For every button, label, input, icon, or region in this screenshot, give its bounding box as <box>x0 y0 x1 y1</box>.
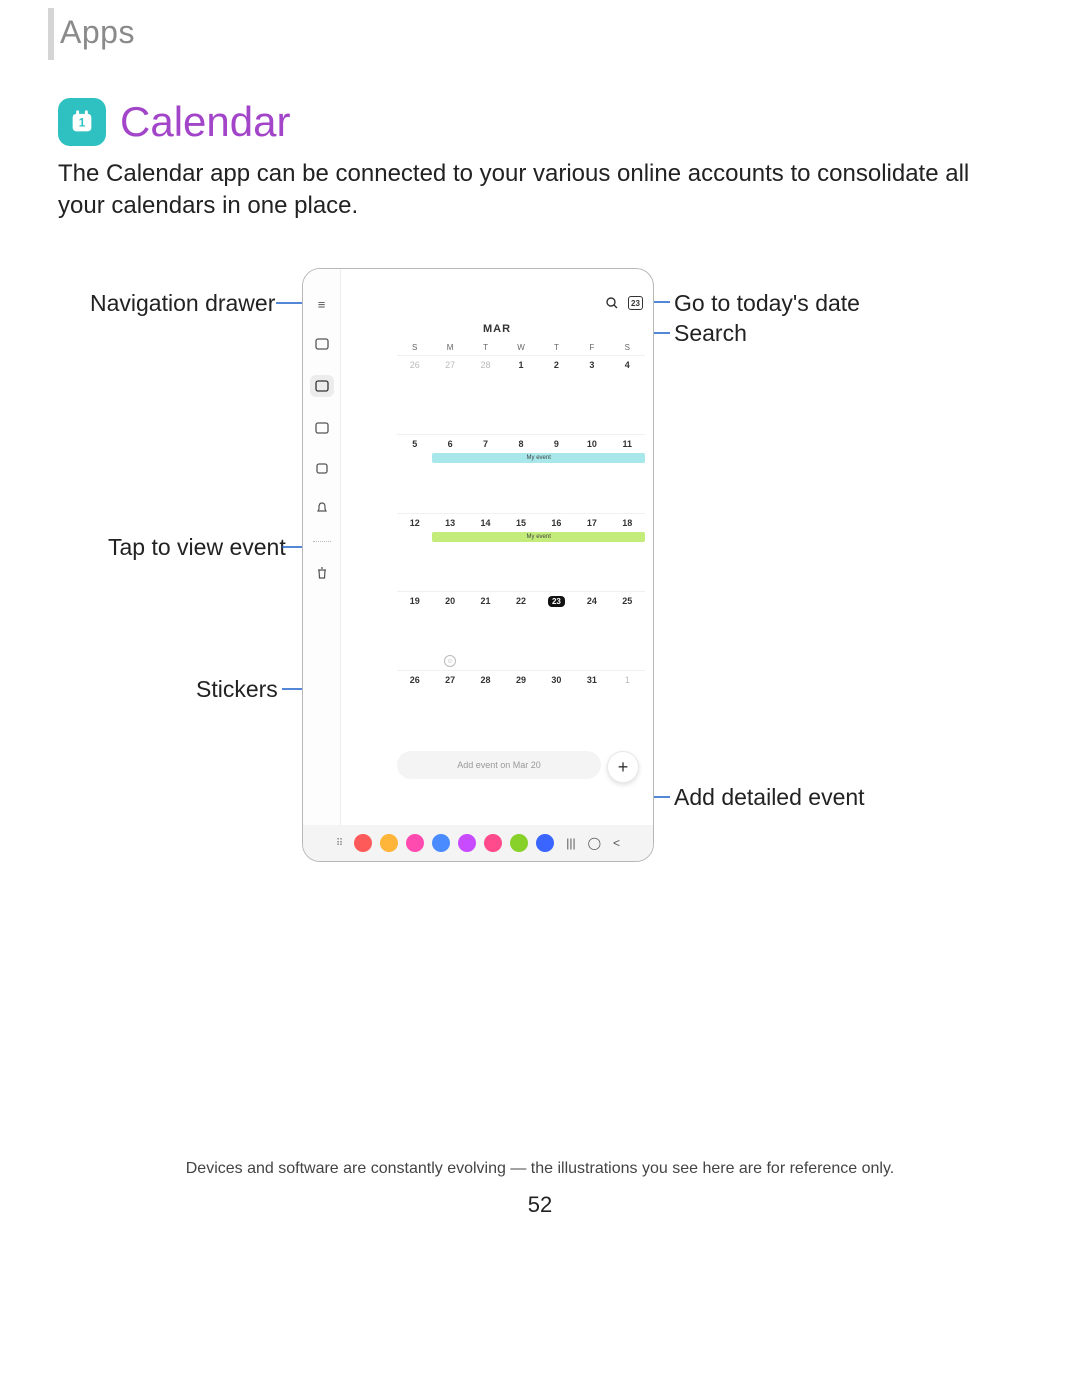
day-cell[interactable]: 8 <box>503 435 538 513</box>
view-icon-active[interactable] <box>310 375 334 397</box>
day-cell[interactable]: 9 <box>539 435 574 513</box>
nav-button[interactable]: ◯ <box>588 836 601 850</box>
day-cell[interactable]: 23 <box>539 592 574 670</box>
quick-add-input[interactable]: Add event on Mar 20 <box>397 751 601 779</box>
app-drawer-icon[interactable]: ⠿ <box>336 838 342 849</box>
day-cell[interactable]: 17 <box>574 514 609 592</box>
week-row: 2627282930311 <box>397 670 645 749</box>
nav-button[interactable]: ||| <box>566 836 575 850</box>
sidebar-divider <box>313 541 331 542</box>
callout-navigation-drawer: Navigation drawer <box>90 290 275 317</box>
day-cell[interactable]: 3 <box>574 356 609 434</box>
day-cell[interactable]: 30 <box>539 671 574 749</box>
day-cell[interactable]: 4 <box>610 356 645 434</box>
month-label: MAR <box>341 323 653 335</box>
day-cell[interactable]: 16 <box>539 514 574 592</box>
week-row: 567891011My event <box>397 434 645 513</box>
day-cell[interactable]: 31 <box>574 671 609 749</box>
day-cell[interactable]: 27 <box>432 671 467 749</box>
page-description: The Calendar app can be connected to you… <box>58 158 1018 223</box>
week-row: 12131415161718My event <box>397 513 645 592</box>
section-header: Apps <box>60 14 135 51</box>
view-icon-4[interactable] <box>313 459 331 477</box>
app-shortcut-icon[interactable] <box>406 834 424 852</box>
trash-icon[interactable] <box>313 564 331 582</box>
app-shortcut-icon[interactable] <box>458 834 476 852</box>
page-number: 52 <box>0 1192 1080 1218</box>
dow-cell: T <box>468 343 503 352</box>
day-cell[interactable]: 15 <box>503 514 538 592</box>
dow-cell: W <box>503 343 538 352</box>
view-icon-3[interactable] <box>313 419 331 437</box>
dow-cell: F <box>574 343 609 352</box>
day-cell[interactable]: 13 <box>432 514 467 592</box>
calendar-body: 23 MAR SMTWTFS 2627281234567891011My eve… <box>341 269 653 825</box>
day-cell[interactable]: 24 <box>574 592 609 670</box>
day-of-week-row: SMTWTFS <box>397 343 645 352</box>
footer-note: Devices and software are constantly evol… <box>0 1160 1080 1178</box>
dow-cell: S <box>610 343 645 352</box>
calendar-grid: 2627281234567891011My event1213141516171… <box>397 355 645 749</box>
week-row: 1920☺2122232425 <box>397 591 645 670</box>
hamburger-icon[interactable]: ≡ <box>313 295 331 313</box>
day-cell[interactable]: 28 <box>468 671 503 749</box>
day-cell[interactable]: 10 <box>574 435 609 513</box>
sticker-icon[interactable]: ☺ <box>444 655 456 667</box>
day-cell[interactable]: 22 <box>503 592 538 670</box>
calendar-sidebar: ≡ <box>303 269 341 829</box>
app-shortcut-icon[interactable] <box>536 834 554 852</box>
search-icon[interactable] <box>604 295 620 311</box>
day-cell[interactable]: 19 <box>397 592 432 670</box>
app-shortcut-icon[interactable] <box>380 834 398 852</box>
callout-search: Search <box>674 320 747 347</box>
dow-cell: T <box>539 343 574 352</box>
callout-tap-event: Tap to view event <box>108 534 286 561</box>
day-cell[interactable]: 14 <box>468 514 503 592</box>
app-shortcut-icon[interactable] <box>510 834 528 852</box>
dow-cell: M <box>432 343 467 352</box>
day-cell[interactable]: 21 <box>468 592 503 670</box>
day-cell[interactable]: 1 <box>610 671 645 749</box>
app-shortcut-icon[interactable] <box>432 834 450 852</box>
calendar-app-icon: 1 <box>58 98 106 146</box>
day-cell[interactable]: 26 <box>397 356 432 434</box>
dow-cell: S <box>397 343 432 352</box>
day-cell[interactable]: 6 <box>432 435 467 513</box>
day-cell[interactable]: 25 <box>610 592 645 670</box>
day-cell[interactable]: 5 <box>397 435 432 513</box>
page-title: Calendar <box>120 98 290 146</box>
callout-add-event: Add detailed event <box>674 784 865 811</box>
callout-stickers: Stickers <box>196 676 278 703</box>
day-cell[interactable]: 26 <box>397 671 432 749</box>
week-row: 2627281234 <box>397 355 645 434</box>
event-bar[interactable]: My event <box>432 453 645 463</box>
device-bottombar: ⠿ ||| ◯ < <box>303 825 653 861</box>
day-cell[interactable]: 7 <box>468 435 503 513</box>
svg-text:1: 1 <box>79 117 86 130</box>
day-cell[interactable]: 1 <box>503 356 538 434</box>
day-cell[interactable]: 11 <box>610 435 645 513</box>
callout-today: Go to today's date <box>674 290 860 317</box>
view-icon-1[interactable] <box>313 335 331 353</box>
day-cell[interactable]: 18 <box>610 514 645 592</box>
app-shortcut-icon[interactable] <box>484 834 502 852</box>
day-cell[interactable]: 2 <box>539 356 574 434</box>
event-bar[interactable]: My event <box>432 532 645 542</box>
bell-icon[interactable] <box>313 499 331 517</box>
day-cell[interactable]: 27 <box>432 356 467 434</box>
day-cell[interactable]: 20☺ <box>432 592 467 670</box>
device-frame: ≡ 23 MAR SMTWTFS 2627281234567891011My e… <box>302 268 654 862</box>
add-event-fab[interactable]: + <box>607 751 639 783</box>
day-cell[interactable]: 12 <box>397 514 432 592</box>
title-row: 1 Calendar <box>58 98 290 146</box>
header-accent-bar <box>48 8 54 60</box>
day-cell[interactable]: 28 <box>468 356 503 434</box>
nav-button[interactable]: < <box>613 836 620 850</box>
today-icon[interactable]: 23 <box>628 296 643 310</box>
app-shortcut-icon[interactable] <box>354 834 372 852</box>
device-figure: Navigation drawer Tap to view event Stic… <box>58 268 1018 908</box>
day-cell[interactable]: 29 <box>503 671 538 749</box>
